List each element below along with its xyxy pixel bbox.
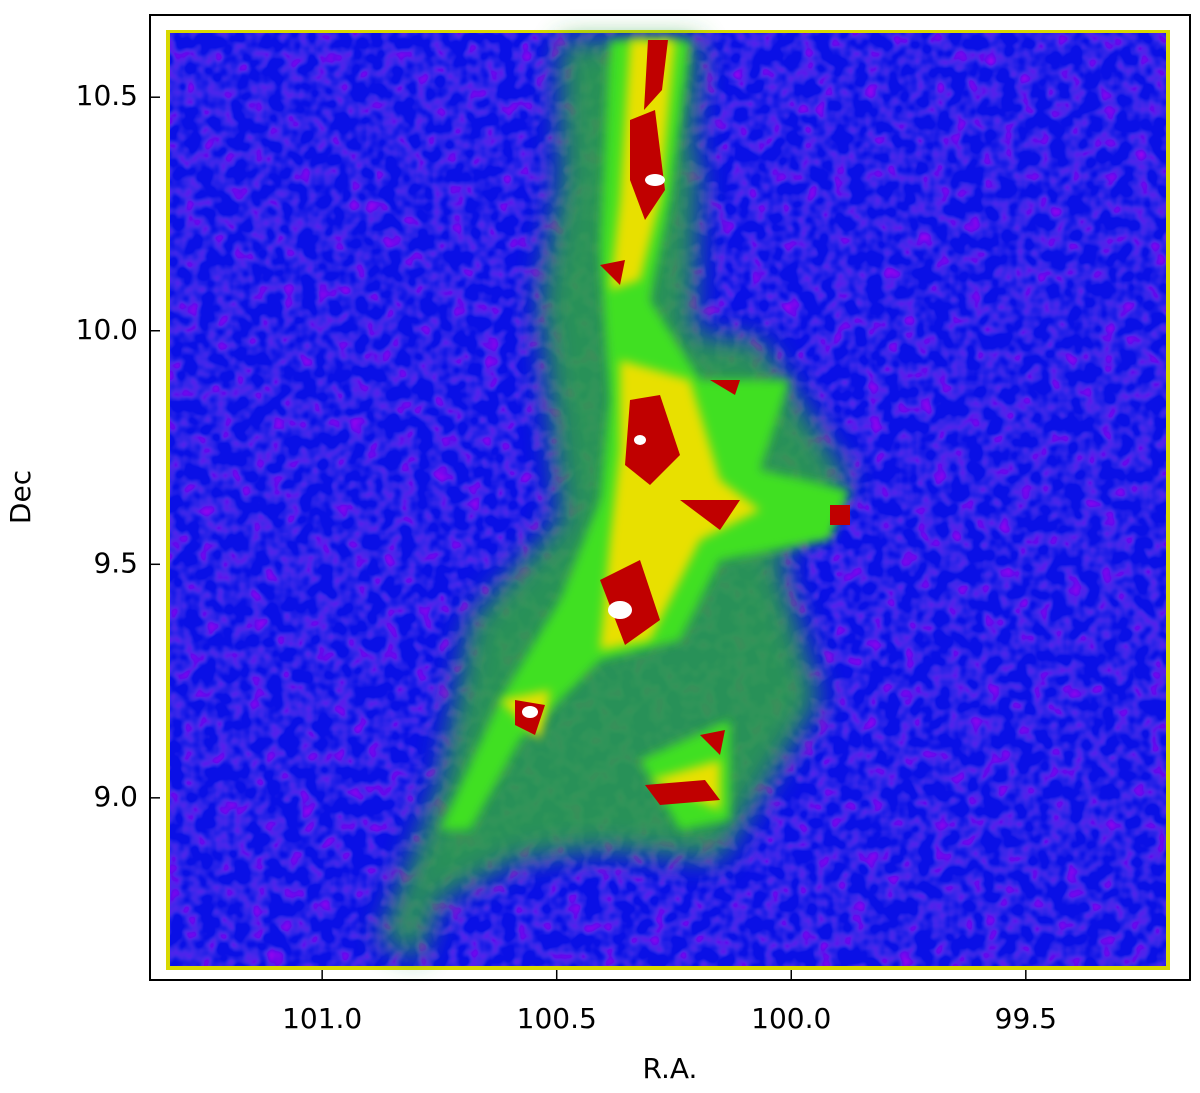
- density-image: [166, 30, 1170, 970]
- y-tick-label: 9.5: [93, 546, 138, 579]
- x-tick-label: 100.0: [751, 1002, 831, 1035]
- x-tick-label: 100.5: [517, 1002, 597, 1035]
- y-tick-label: 9.0: [93, 780, 138, 813]
- y-tick-label: 10.5: [76, 79, 138, 112]
- x-tick-label: 101.0: [282, 1002, 362, 1035]
- y-axis-label: Dec: [4, 470, 37, 524]
- y-tick-label: 10.0: [76, 313, 138, 346]
- x-axis-label: R.A.: [643, 1052, 698, 1085]
- x-tick-label: 99.5: [995, 1002, 1057, 1035]
- plot-frame: [149, 14, 1191, 981]
